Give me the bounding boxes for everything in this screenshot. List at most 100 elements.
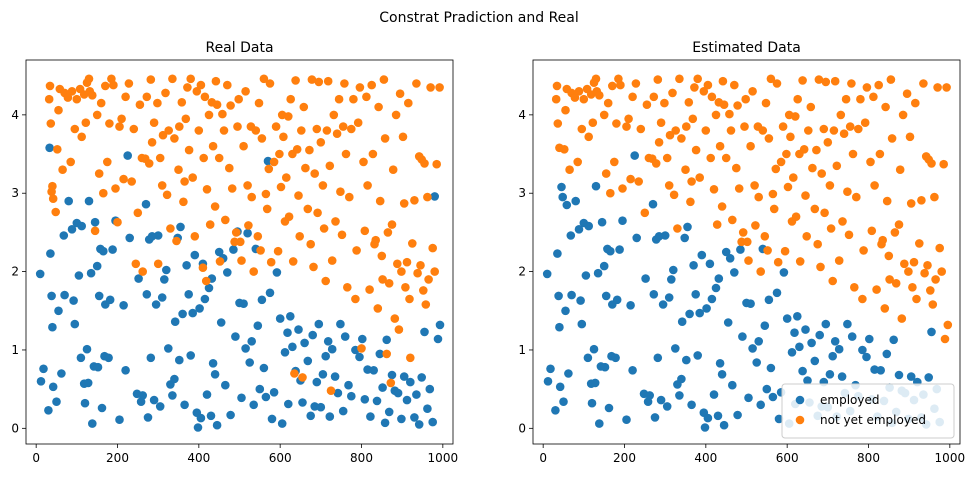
scatter-point: [765, 134, 774, 143]
scatter-point: [689, 115, 698, 124]
scatter-point: [842, 95, 851, 104]
scatter-point: [85, 197, 94, 206]
scatter-point: [811, 205, 820, 214]
scatter-point: [77, 354, 86, 363]
scatter-point: [765, 296, 774, 305]
scatter-point: [53, 145, 62, 154]
scatter-point: [404, 99, 413, 108]
scatter-point: [154, 231, 163, 240]
scatter-point: [898, 314, 907, 323]
scatter-point: [191, 232, 200, 241]
scatter-point: [142, 200, 151, 209]
scatter-point: [241, 87, 250, 96]
scatter-point: [115, 415, 124, 424]
scatter-point: [255, 99, 264, 108]
scatter-point: [430, 267, 439, 276]
scatter-point: [71, 125, 80, 134]
scatter-point: [319, 370, 328, 379]
scatter-point: [546, 365, 555, 374]
scatter-point: [604, 99, 613, 108]
scatter-point: [182, 261, 191, 270]
scatter-point: [88, 419, 97, 428]
scatter-point: [811, 357, 820, 366]
scatter-point: [381, 134, 390, 143]
scatter-point: [830, 126, 839, 135]
scatter-point: [673, 224, 682, 233]
scatter-point: [410, 196, 419, 205]
scatter-point: [47, 292, 56, 301]
scatter-point: [163, 191, 172, 200]
scatter-point: [156, 402, 165, 411]
scatter-point: [626, 301, 635, 310]
scatter-point: [161, 89, 170, 98]
scatter-point: [229, 245, 238, 254]
scatter-point: [221, 216, 230, 225]
scatter-point: [180, 177, 189, 186]
scatter-point: [186, 75, 195, 84]
scatter-point: [769, 393, 778, 402]
scatter-point: [612, 119, 621, 128]
scatter-point: [95, 292, 104, 301]
scatter-point: [103, 158, 112, 167]
scatter-point: [136, 100, 145, 109]
scatter-point: [225, 164, 234, 173]
scatter-point: [211, 202, 220, 211]
scatter-point: [49, 383, 58, 392]
scatter-point: [618, 184, 627, 193]
scatter-point: [134, 209, 143, 218]
scatter-point: [284, 112, 293, 121]
scatter-point: [833, 162, 842, 171]
scatter-point: [385, 408, 394, 417]
scatter-point: [291, 76, 300, 85]
scatter-point: [150, 118, 159, 127]
scatter-point: [51, 208, 60, 217]
scatter-point: [782, 150, 791, 159]
scatter-point: [706, 260, 715, 269]
scatter-point: [826, 370, 835, 379]
scatter-point: [201, 295, 210, 304]
scatter-point: [85, 75, 94, 84]
scatter-point: [622, 415, 631, 424]
scatter-point: [733, 101, 742, 110]
scatter-point: [46, 82, 55, 91]
scatter-point: [256, 246, 265, 255]
scatter-point: [255, 385, 264, 394]
scatter-point: [872, 285, 881, 294]
scatter-point: [798, 76, 807, 85]
scatter-point: [71, 320, 80, 329]
scatter-point: [933, 83, 942, 92]
scatter-point: [399, 133, 408, 142]
scatter-point: [178, 310, 187, 319]
scatter-point: [763, 246, 772, 255]
scatter-point: [927, 328, 936, 337]
scatter-point: [339, 122, 348, 131]
scatter-point: [82, 118, 91, 127]
scatter-point: [594, 269, 603, 278]
scatter-point: [685, 98, 694, 107]
scatter-point: [91, 227, 100, 236]
scatter-point: [553, 82, 562, 91]
scatter-point: [57, 369, 66, 378]
scatter-point: [349, 95, 358, 104]
scatter-point: [634, 177, 643, 186]
scatter-point: [212, 77, 221, 86]
scatter-point: [121, 366, 130, 375]
scatter-point: [592, 75, 601, 84]
scatter-point: [321, 352, 330, 361]
scatter-point: [573, 158, 582, 167]
scatter-point: [665, 181, 674, 190]
scatter-point: [675, 75, 684, 84]
scatter-point: [769, 190, 778, 199]
scatter-point: [561, 307, 570, 316]
scatter-point: [606, 189, 615, 198]
scatter-point: [171, 317, 180, 326]
scatter-point: [231, 332, 240, 341]
scatter-point: [843, 187, 852, 196]
scatter-point: [267, 258, 276, 267]
scatter-point: [54, 106, 63, 115]
scatter-point: [241, 344, 250, 353]
scatter-point: [798, 367, 807, 376]
scatter-point: [682, 356, 691, 365]
scatter-point: [773, 289, 782, 298]
scatter-point: [845, 231, 854, 240]
